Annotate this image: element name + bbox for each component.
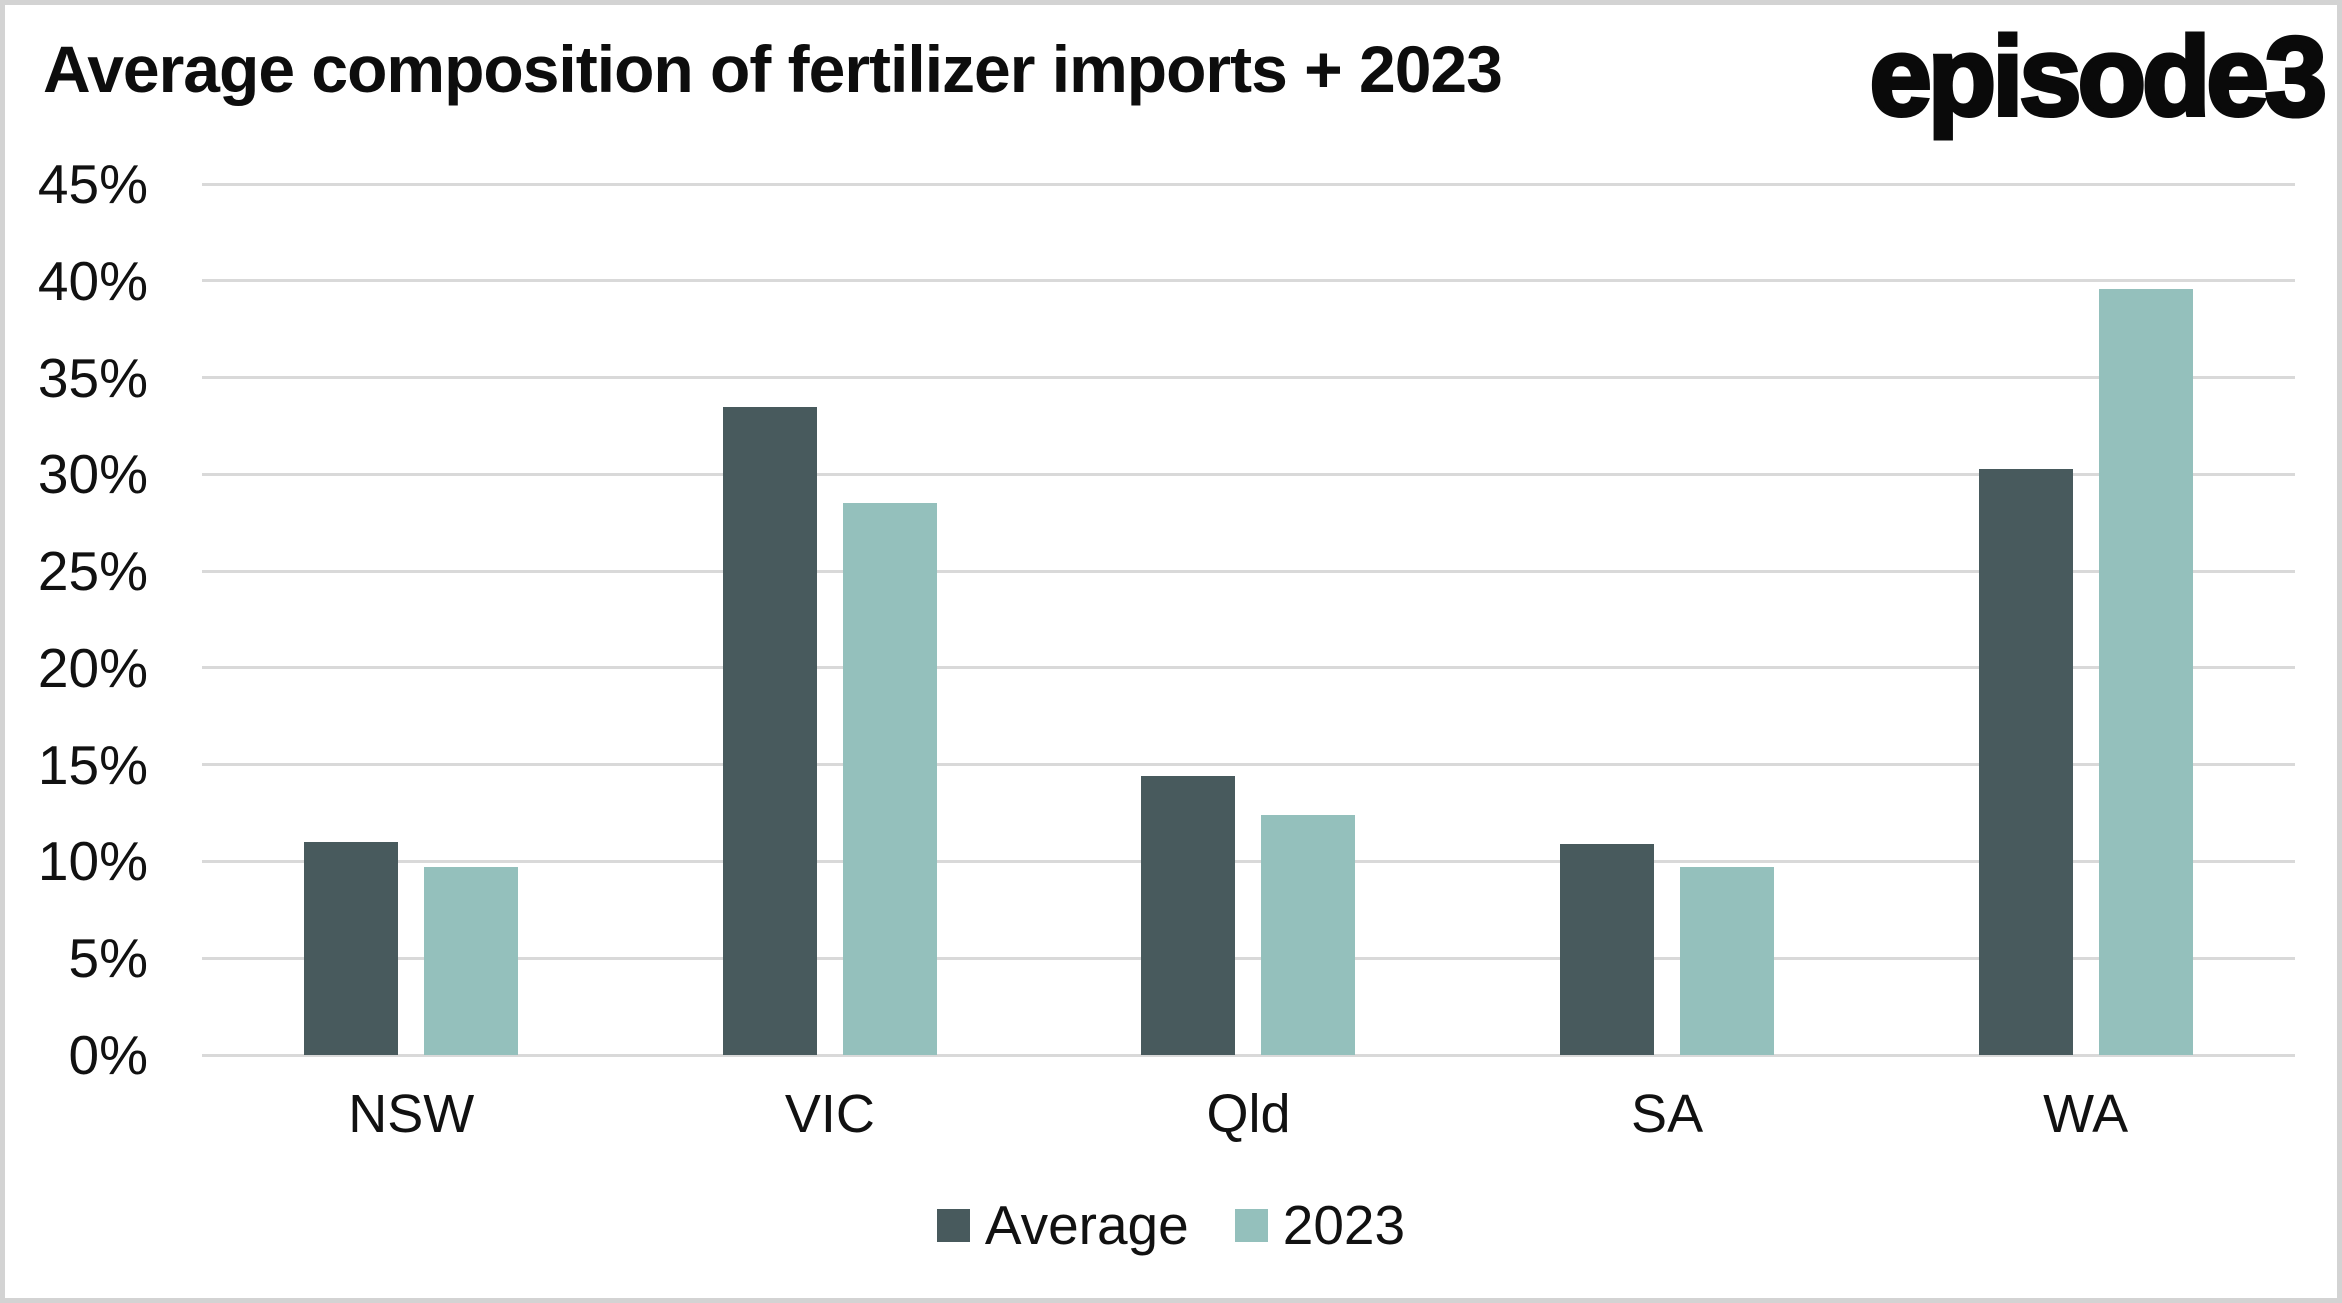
- legend-item-average: Average: [936, 1194, 1189, 1256]
- y-axis: 0% 5% 10% 15% 20% 25% 30% 35% 40% 45%: [5, 153, 149, 1086]
- bar-group-qld: [1039, 184, 1458, 1055]
- gridline-25: [202, 569, 2295, 573]
- x-tick-label-sa: SA: [1631, 1084, 1704, 1144]
- bar-group-vic: [621, 184, 1040, 1055]
- legend-label-average: Average: [984, 1194, 1189, 1256]
- bar-average-wa: [1978, 468, 2073, 1055]
- legend-label-2023: 2023: [1282, 1194, 1406, 1256]
- legend-item-2023: 2023: [1234, 1194, 1406, 1256]
- y-tick-label-40: 40%: [37, 249, 148, 312]
- y-tick-label-30: 30%: [37, 443, 148, 506]
- legend: Average 2023: [5, 1198, 2337, 1253]
- gridline-45: [202, 182, 2295, 186]
- x-axis: NSW VIC Qld SA WA: [202, 1083, 2295, 1153]
- x-tick-label-qld: Qld: [1206, 1084, 1291, 1144]
- bar-2023-vic: [842, 503, 937, 1055]
- gridline-40: [202, 279, 2295, 283]
- bar-average-sa: [1560, 844, 1655, 1055]
- y-tick-label-25: 25%: [37, 540, 148, 603]
- gridline-20: [202, 666, 2295, 670]
- bar-average-vic: [722, 406, 817, 1055]
- bar-group-sa: [1458, 184, 1877, 1055]
- legend-swatch-average: [936, 1209, 970, 1242]
- gridline-35: [202, 376, 2295, 380]
- bar-average-nsw: [304, 842, 399, 1055]
- bar-2023-qld: [1261, 815, 1356, 1055]
- x-tick-label-nsw: NSW: [348, 1084, 475, 1144]
- y-tick-label-10: 10%: [37, 830, 148, 893]
- y-tick-label-35: 35%: [37, 346, 148, 409]
- gridline-10: [202, 859, 2295, 863]
- gridline-30: [202, 472, 2295, 476]
- chart-title: Average composition of fertilizer import…: [43, 32, 1503, 106]
- gridline-5: [202, 956, 2295, 960]
- bar-average-qld: [1141, 776, 1236, 1055]
- bar-2023-sa: [1680, 867, 1775, 1055]
- y-tick-label-15: 15%: [37, 733, 148, 796]
- y-tick-label-0: 0%: [68, 1024, 149, 1086]
- bar-2023-nsw: [424, 867, 519, 1055]
- x-tick-label-wa: WA: [2043, 1084, 2129, 1144]
- bar-group-wa: [1876, 184, 2295, 1055]
- bar-2023-wa: [2098, 288, 2193, 1055]
- y-tick-label-5: 5%: [68, 927, 149, 990]
- bar-group-nsw: [202, 184, 621, 1055]
- gridline-15: [202, 763, 2295, 767]
- legend-swatch-2023: [1234, 1209, 1268, 1242]
- gridline-0: [202, 1053, 2295, 1057]
- brand-logo: episode3: [1867, 14, 2329, 139]
- y-tick-label-45: 45%: [37, 153, 148, 215]
- plot-area: [202, 182, 2295, 1057]
- y-tick-label-20: 20%: [37, 636, 148, 699]
- x-tick-label-vic: VIC: [784, 1084, 875, 1144]
